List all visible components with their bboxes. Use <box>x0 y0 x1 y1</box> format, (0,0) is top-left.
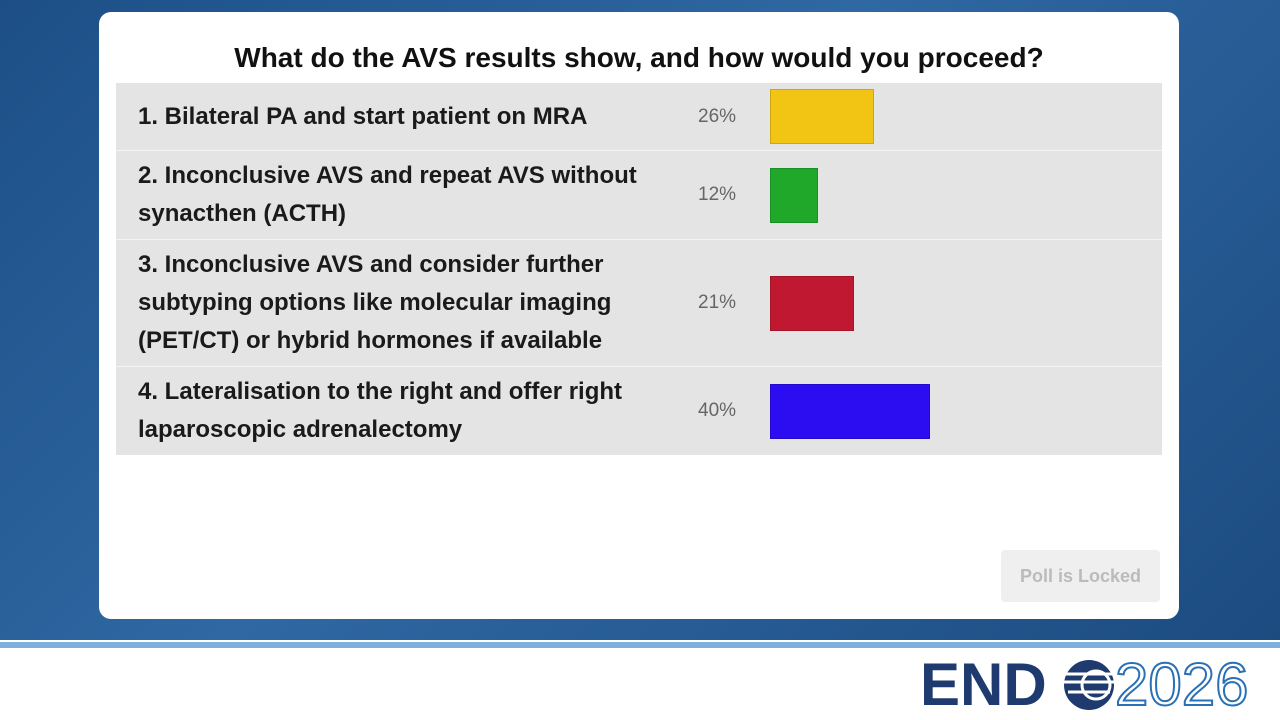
poll-option: 2. Inconclusive AVS and repeat AVS witho… <box>116 151 1162 240</box>
option-label: 2. Inconclusive AVS and repeat AVS witho… <box>138 162 637 227</box>
logo-year: 2026 <box>1115 652 1248 718</box>
bar <box>770 383 930 439</box>
poll-card: What do the AVS results show, and how wo… <box>99 12 1179 619</box>
logo: END 2026 <box>920 652 1249 718</box>
poll-option: 4. Lateralisation to the right and offer… <box>116 367 1162 455</box>
value-label: 40% <box>698 400 737 421</box>
poll-option: 3. Inconclusive AVS and consider further… <box>116 240 1162 367</box>
logo-word: END <box>920 652 1047 718</box>
value-label: 21% <box>698 292 737 313</box>
option-label: 3. Inconclusive AVS and consider further… <box>138 251 612 354</box>
poll-locked-button[interactable]: Poll is Locked <box>1001 550 1160 602</box>
option-label: 4. Lateralisation to the right and offer… <box>138 378 623 443</box>
poll-results: 1. Bilateral PA and start patient on MRA… <box>116 83 1162 455</box>
bar <box>770 167 818 223</box>
value-label: 26% <box>698 105 737 127</box>
poll-option: 1. Bilateral PA and start patient on MRA… <box>116 83 1162 151</box>
poll-title: What do the AVS results show, and how wo… <box>234 42 1044 73</box>
value-label: 12% <box>698 184 737 205</box>
bar <box>770 275 854 331</box>
option-label: 1. Bilateral PA and start patient on MRA <box>138 102 588 130</box>
logo-globe <box>1064 660 1114 710</box>
divider <box>0 642 1280 648</box>
bar <box>770 89 874 144</box>
